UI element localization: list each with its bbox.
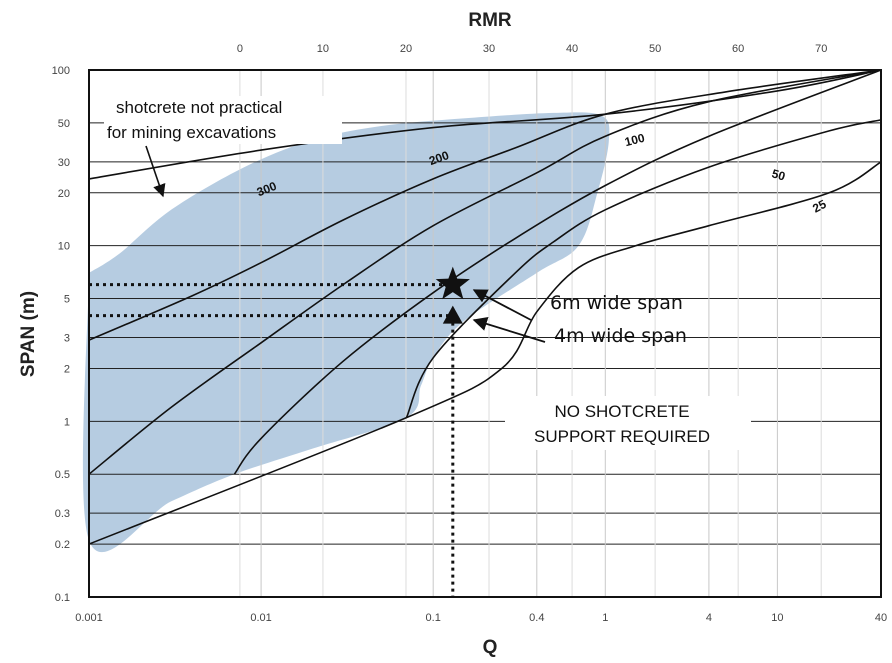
- curve-50: [405, 119, 882, 418]
- span4-arrow: [472, 316, 546, 343]
- curve-label-200: 200: [427, 148, 451, 168]
- marker-triangle-4m: [442, 305, 463, 324]
- y-tick-label: 5: [64, 294, 70, 306]
- y-tick-label: 1: [64, 416, 70, 428]
- y-tick-label: 100: [52, 65, 70, 77]
- shotcrete-shaded-region: [82, 112, 610, 553]
- y-axis-title: SPAN (m): [18, 291, 39, 377]
- top-axis-title: RMR: [468, 10, 512, 31]
- plot-frame: [88, 69, 882, 598]
- x-axis-title: Q: [483, 637, 498, 658]
- curve-200: [88, 69, 882, 475]
- y-tick-label: 0.2: [55, 539, 70, 551]
- x-tick-label: 10: [771, 612, 783, 624]
- y-tick-label: 0.1: [55, 592, 70, 604]
- shotcrete-note-background: [104, 96, 342, 144]
- y-tick-label: 0.5: [55, 469, 70, 481]
- rmr-tick-label: 30: [483, 43, 495, 55]
- rmr-tick-label: 10: [317, 43, 329, 55]
- shotcrete-limit-line: [88, 69, 882, 180]
- curve-100: [233, 69, 882, 475]
- x-tick-label: 0.4: [529, 612, 544, 624]
- no-support-note-background: [505, 396, 751, 450]
- rmr-tick-label: 0: [237, 43, 243, 55]
- rmr-tick-label: 20: [400, 43, 412, 55]
- x-tick-label: 40: [875, 612, 887, 624]
- no-support-note-line1: NO SHOTCRETE: [554, 402, 689, 421]
- curve-label-100: 100: [623, 131, 646, 150]
- span6-annotation: 6m wide span: [550, 292, 683, 314]
- shotcrete-note-line1: shotcrete not practical: [116, 98, 282, 117]
- span6-arrow: [472, 289, 532, 321]
- y-tick-label: 2: [64, 363, 70, 375]
- rmr-tick-label: 40: [566, 43, 578, 55]
- curve-label-50: 50: [770, 166, 787, 183]
- x-tick-label: 4: [706, 612, 712, 624]
- x-tick-label: 0.001: [75, 612, 103, 624]
- no-support-note-line2: SUPPORT REQUIRED: [534, 427, 710, 446]
- curve-label-25: 25: [810, 197, 829, 216]
- y-tick-label: 30: [58, 157, 70, 169]
- span4-annotation: 4m wide span: [554, 325, 687, 347]
- y-tick-label: 10: [58, 241, 70, 253]
- y-tick-label: 3: [64, 333, 70, 345]
- rmr-tick-label: 60: [732, 43, 744, 55]
- y-tick-label: 50: [58, 118, 70, 130]
- rmr-tick-label: 70: [815, 43, 827, 55]
- y-tick-label: 0.3: [55, 508, 70, 520]
- marker-star-6m: [435, 266, 470, 300]
- rmr-tick-label: 50: [649, 43, 661, 55]
- y-tick-label: 20: [58, 188, 70, 200]
- x-tick-label: 1: [602, 612, 608, 624]
- x-tick-label: 0.1: [426, 612, 441, 624]
- shotcrete-note-line2: for mining excavations: [107, 123, 276, 142]
- shotcrete-note-arrow: [145, 145, 166, 198]
- curve-25: [88, 161, 882, 545]
- x-tick-label: 0.01: [250, 612, 271, 624]
